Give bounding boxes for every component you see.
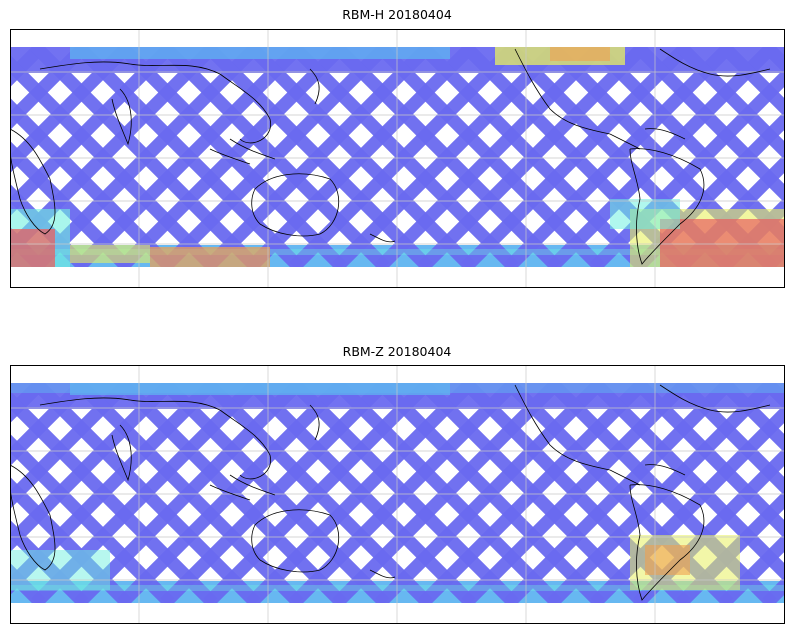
coastline-segment	[514, 48, 611, 135]
swath-ascending	[203, 383, 433, 603]
warm-patch-south-west	[70, 245, 150, 263]
swath-ascending	[117, 383, 347, 603]
coastline-segment	[10, 464, 56, 571]
warm-patch-west	[10, 229, 55, 267]
warm-patch-south-atlantic-core	[645, 545, 690, 575]
swath-ascending	[10, 47, 175, 217]
coastline-segment	[111, 424, 132, 482]
coastline-segment	[39, 397, 271, 480]
swath-ascending	[504, 47, 734, 267]
coastline-segment	[369, 233, 396, 243]
coastline-segment	[659, 48, 771, 77]
coastline-segment	[609, 128, 686, 150]
coastline-segment	[209, 138, 276, 165]
swath-layer	[10, 47, 785, 267]
map-frame	[10, 365, 785, 624]
warm-patch-north-core	[550, 47, 610, 61]
coastline-segment	[369, 569, 396, 579]
swath-tint-north-z	[10, 383, 785, 393]
coastline-segment	[629, 148, 705, 265]
swath-ascending	[547, 47, 777, 267]
swath-ascending	[418, 383, 648, 603]
swath-tint-south	[10, 249, 785, 255]
swath-ascending	[10, 383, 175, 553]
swath-ascending	[74, 383, 304, 603]
coastline-segment	[609, 464, 686, 486]
coastline-segment	[111, 88, 132, 146]
swath-ascending	[332, 383, 562, 603]
swath-ascending	[160, 383, 390, 603]
swath-ascending	[203, 47, 433, 267]
swath-ascending	[31, 47, 261, 267]
coastline-segment	[309, 404, 320, 441]
coastline-segment	[629, 484, 705, 601]
swath-descending	[676, 47, 785, 161]
swath-descending	[676, 383, 785, 497]
swath-ascending	[10, 383, 89, 467]
swath-descending	[719, 383, 785, 454]
coastlines	[10, 384, 771, 601]
swath-ascending	[375, 383, 605, 603]
coastline-segment	[10, 128, 56, 235]
graticule	[10, 365, 785, 624]
panel-title-rbm-h: RBM-H 20180404	[342, 7, 452, 22]
warm-patch-south-atlantic	[660, 219, 785, 267]
satellite-track-map-rbm-z	[10, 365, 785, 624]
swath-ascending	[117, 47, 347, 267]
swath-ascending	[461, 47, 691, 267]
warm-patch-south-indian	[150, 247, 270, 267]
swath-ascending	[246, 383, 476, 603]
swath-ascending	[10, 383, 132, 510]
swath-ascending	[10, 47, 89, 131]
coastline-segment	[209, 474, 276, 501]
swath-ascending	[289, 47, 519, 267]
coastline-segment	[514, 384, 611, 471]
swath-tint-south	[10, 585, 785, 591]
coastline-segment	[251, 173, 339, 237]
swath-ascending	[504, 383, 734, 603]
coastline-segment	[39, 61, 271, 144]
swath-descending	[719, 47, 785, 118]
coastlines	[10, 48, 771, 265]
panel-title-rbm-z: RBM-Z 20180404	[342, 344, 452, 359]
swath-ascending	[461, 383, 691, 603]
coastline-segment	[251, 509, 339, 573]
swath-tint-north	[70, 47, 450, 59]
swath-ascending	[160, 47, 390, 267]
swath-ascending	[74, 47, 304, 267]
swath-ascending	[547, 383, 777, 603]
swath-ascending	[719, 532, 785, 603]
swath-ascending	[246, 47, 476, 267]
warm-patch-south-atlantic-edge	[610, 199, 680, 229]
swath-ascending	[375, 47, 605, 267]
coastline-segment	[309, 68, 320, 105]
coastline-segment	[659, 384, 771, 413]
swath-ascending	[289, 383, 519, 603]
map-frame	[10, 29, 785, 288]
graticule	[10, 29, 785, 288]
mid-patch-west	[10, 550, 110, 590]
swath-ascending	[10, 47, 132, 174]
satellite-track-map-rbm-h	[10, 29, 785, 288]
swath-ascending	[418, 47, 648, 267]
swath-ascending	[332, 47, 562, 267]
